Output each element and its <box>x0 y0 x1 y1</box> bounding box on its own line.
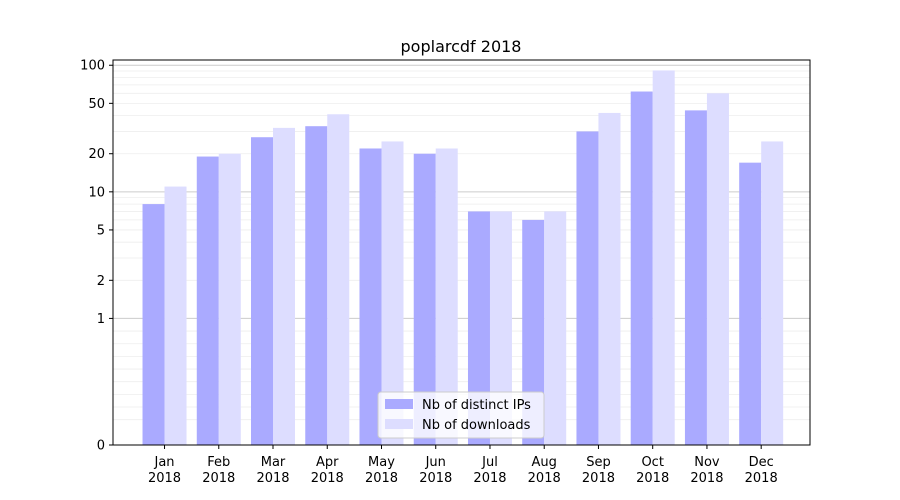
bar-distinct-ips <box>413 153 436 446</box>
bar-downloads <box>435 148 458 445</box>
bar-distinct-ips <box>576 131 599 445</box>
plot-frame <box>112 59 811 446</box>
bar-distinct-ips <box>196 156 219 446</box>
x-tick-label: Apr 2018 <box>311 455 344 486</box>
x-axis: Jan 2018 Feb 2018 Mar 2018 Apr 2018 May 2018 Jun 20… <box>148 445 778 486</box>
x-tick-label: May 2018 <box>365 455 398 486</box>
legend-box <box>377 391 545 439</box>
x-tick-label: Sep 2018 <box>582 455 615 486</box>
x-tick-label: Feb 2018 <box>202 455 235 486</box>
y-tick-label: 20 <box>88 147 105 162</box>
x-tick-label: Jul 2018 <box>473 455 506 486</box>
bar-distinct-ips <box>630 91 653 445</box>
bar-downloads <box>273 127 296 445</box>
x-tick-label: Mar 2018 <box>256 455 289 486</box>
bar-distinct-ips <box>359 148 382 445</box>
legend-swatch-distinct-ips <box>385 399 413 409</box>
bar-downloads <box>544 211 567 445</box>
x-tick-label: Aug 2018 <box>528 455 561 486</box>
bar-downloads <box>598 112 621 446</box>
x-tick-label: Nov 2018 <box>690 455 723 486</box>
bar-downloads <box>761 141 784 445</box>
bar-distinct-ips <box>251 137 274 446</box>
bar-distinct-ips <box>522 219 545 445</box>
bars <box>142 70 784 446</box>
x-tick-label: Jun 2018 <box>419 455 452 486</box>
legend: Nb of distinct IPs Nb of downloads <box>377 391 545 439</box>
bar-downloads <box>218 153 241 446</box>
x-tick-label: Dec 2018 <box>745 455 778 486</box>
bar-downloads <box>652 70 675 445</box>
legend-label-downloads: Nb of downloads <box>422 418 531 433</box>
bar-downloads <box>327 114 350 445</box>
y-tick-label: 5 <box>97 223 105 238</box>
legend-swatch-downloads <box>385 419 413 429</box>
y-tick-label: 0 <box>97 439 105 454</box>
bar-distinct-ips <box>739 162 762 445</box>
y-tick-label: 50 <box>88 97 105 112</box>
chart-title: poplarcdf 2018 <box>401 37 522 56</box>
legend-label-distinct-ips: Nb of distinct IPs <box>422 398 531 413</box>
x-tick-label: Jan 2018 <box>148 455 181 486</box>
bar-downloads <box>164 186 187 446</box>
bar-distinct-ips <box>305 126 328 446</box>
y-axis: 0 1 2 5 10 20 50 100 <box>80 59 113 454</box>
bar-downloads <box>706 93 729 445</box>
bar-downloads <box>489 211 512 445</box>
x-tick-label: Oct 2018 <box>636 455 669 486</box>
bar-distinct-ips <box>142 204 165 445</box>
bar-downloads <box>381 141 404 445</box>
y-tick-label: 100 <box>80 59 105 74</box>
y-tick-label: 1 <box>97 312 105 327</box>
bar-distinct-ips <box>467 211 490 445</box>
y-tick-label: 2 <box>97 274 105 289</box>
bar-distinct-ips <box>684 110 707 445</box>
y-tick-label: 10 <box>88 185 105 200</box>
